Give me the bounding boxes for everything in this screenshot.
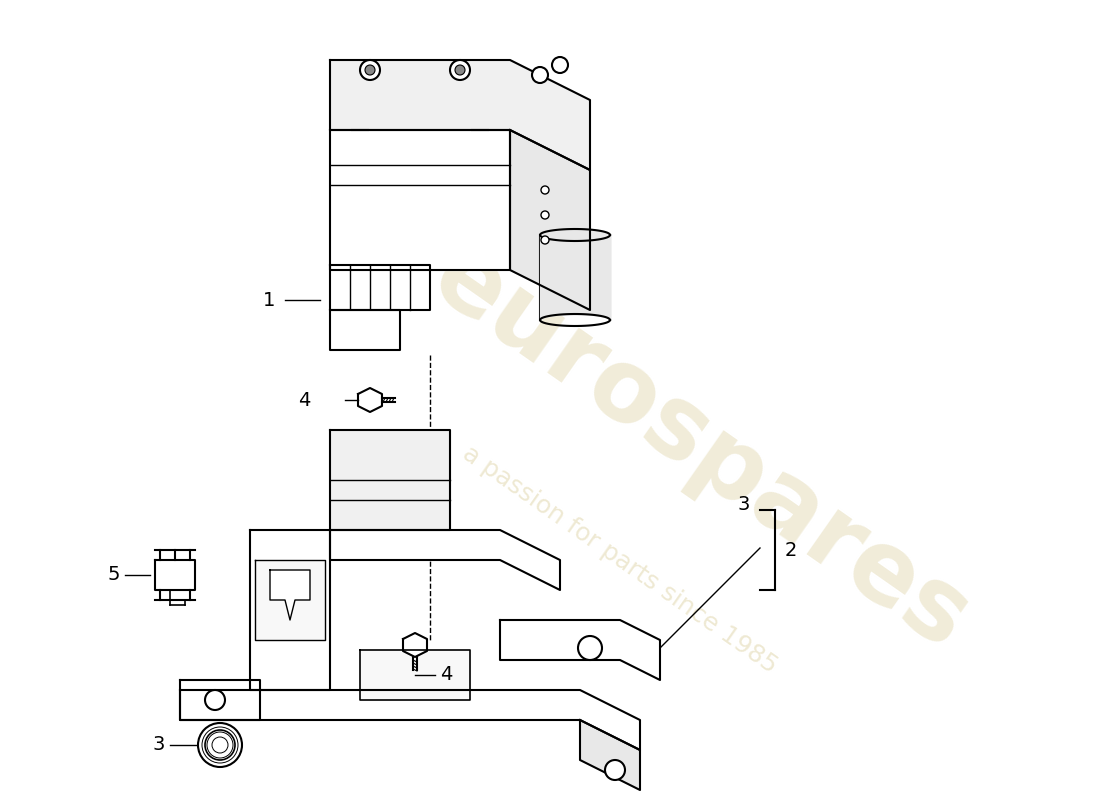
Circle shape: [541, 186, 549, 194]
Text: 4: 4: [440, 666, 452, 685]
Circle shape: [198, 723, 242, 767]
Circle shape: [532, 67, 548, 83]
Text: 4: 4: [298, 390, 310, 410]
Polygon shape: [330, 130, 510, 270]
Text: 3: 3: [738, 495, 750, 514]
Circle shape: [205, 690, 225, 710]
Polygon shape: [255, 560, 324, 640]
Polygon shape: [358, 388, 382, 412]
Polygon shape: [330, 60, 590, 170]
Polygon shape: [403, 633, 427, 657]
Circle shape: [455, 65, 465, 75]
Circle shape: [205, 730, 235, 760]
Polygon shape: [250, 530, 330, 690]
Circle shape: [541, 236, 549, 244]
Circle shape: [365, 65, 375, 75]
Text: 1: 1: [263, 290, 275, 310]
Polygon shape: [180, 690, 640, 750]
Circle shape: [605, 760, 625, 780]
Polygon shape: [580, 720, 640, 790]
Text: 2: 2: [785, 541, 798, 559]
Polygon shape: [330, 265, 430, 310]
Polygon shape: [270, 570, 310, 620]
Circle shape: [578, 636, 602, 660]
Polygon shape: [500, 620, 660, 680]
Polygon shape: [510, 130, 590, 310]
Text: 5: 5: [108, 566, 120, 585]
Polygon shape: [330, 430, 450, 530]
Circle shape: [450, 60, 470, 80]
Polygon shape: [330, 310, 400, 350]
Text: 3: 3: [153, 735, 165, 754]
Circle shape: [360, 60, 379, 80]
Polygon shape: [360, 650, 470, 700]
Polygon shape: [155, 560, 195, 590]
Polygon shape: [180, 680, 260, 720]
Circle shape: [541, 211, 549, 219]
Text: a passion for parts since 1985: a passion for parts since 1985: [459, 442, 782, 678]
Polygon shape: [330, 530, 560, 590]
Text: eurospares: eurospares: [414, 229, 987, 671]
Circle shape: [552, 57, 568, 73]
